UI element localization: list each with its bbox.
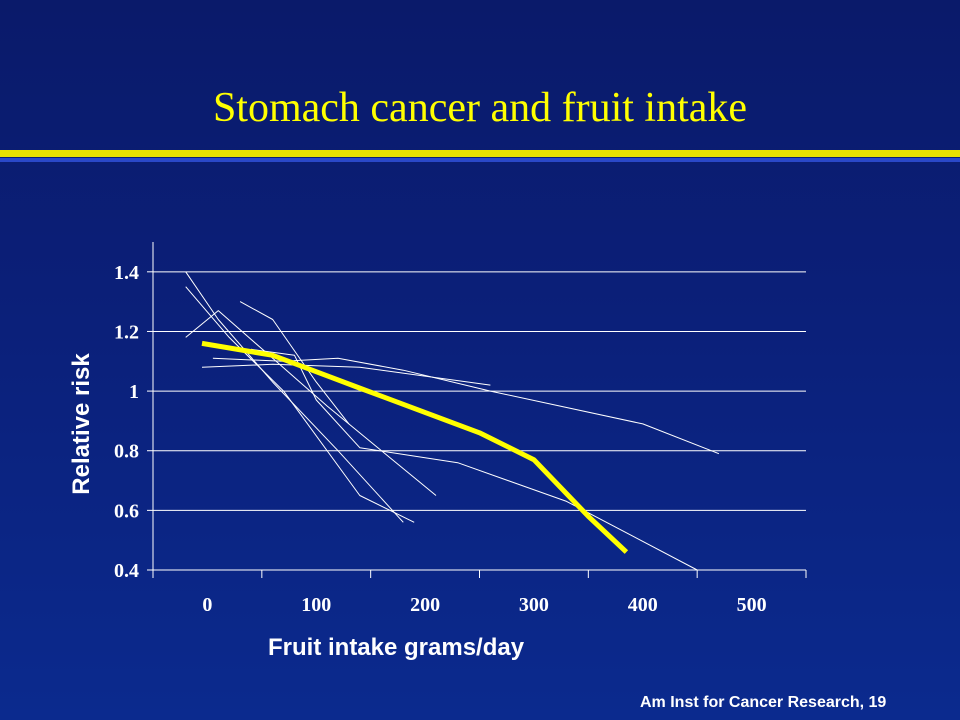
study-line-6 [239, 301, 350, 425]
y-tick-label: 0.8 [114, 441, 139, 463]
study-line-7 [250, 348, 698, 571]
title-rule-yellow [0, 150, 960, 157]
y-tick-label: 0.6 [114, 500, 139, 522]
grid-layer [153, 271, 806, 571]
x-tick-labels: 0 100 200 300 400 500 [202, 594, 766, 616]
y-axis-label: Relative risk [68, 353, 95, 495]
y-tick-labels: 0.4 0.6 0.8 1 1.2 1.4 [114, 262, 139, 582]
slide-title-text: Stomach cancer and fruit intake [212, 85, 748, 131]
x-axis-label: Fruit intake grams/day [268, 634, 525, 661]
x-tick-label: 200 [410, 594, 440, 616]
study-line-4 [201, 363, 491, 386]
x-tick-label: 0 [202, 594, 212, 616]
study-line-1 [185, 271, 404, 523]
y-tick-label: 1.4 [114, 262, 139, 284]
study-line-3 [185, 310, 437, 496]
slide-title: Stomach cancer and fruit intake [0, 84, 960, 132]
series-layer [185, 271, 720, 571]
source-citation: Am Inst for Cancer Research, 19 [640, 694, 887, 711]
pooled-risk-line [201, 340, 629, 554]
x-tick-label: 300 [519, 594, 549, 616]
y-tick-label: 1.2 [114, 321, 139, 343]
x-tick-label: 500 [737, 594, 767, 616]
y-tick-label: 1 [129, 381, 139, 403]
y-tick-label: 0.4 [114, 560, 139, 582]
x-tick-label: 400 [628, 594, 658, 616]
study-line-2 [185, 286, 415, 523]
axes-layer [147, 242, 807, 578]
x-tick-label: 100 [301, 594, 331, 616]
title-rule-blue [0, 158, 960, 162]
